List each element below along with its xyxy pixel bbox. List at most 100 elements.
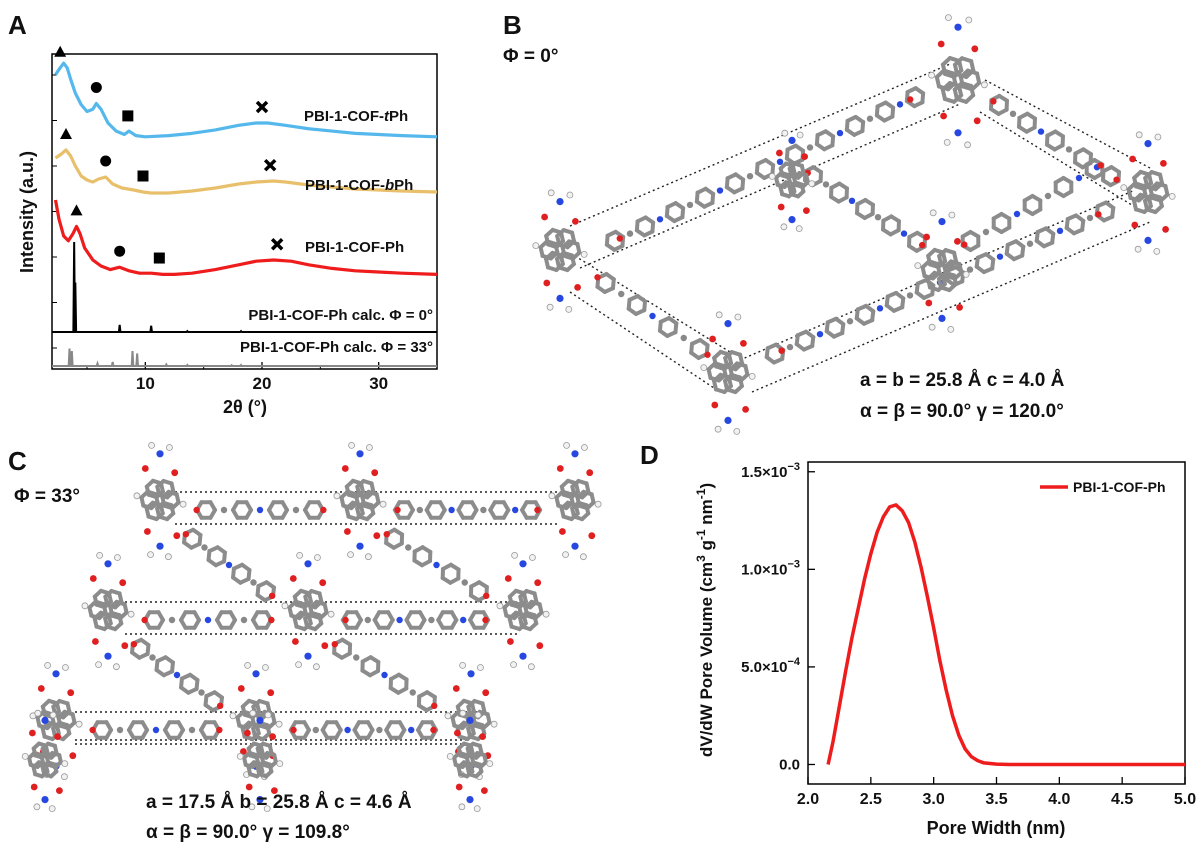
imine-atom [1013, 210, 1021, 218]
hydrogen-atom [312, 663, 320, 671]
bond-stick [194, 678, 200, 691]
bond-stick [957, 262, 964, 275]
bond-stick [584, 503, 591, 516]
hydrogen-atom [714, 425, 722, 433]
panel-d-x-tick-label: 2.0 [797, 791, 819, 808]
oxygen-atom [482, 616, 489, 624]
hydrogen-atom [366, 444, 373, 451]
nitrogen-atom [252, 670, 260, 678]
oxygen-atom [940, 112, 947, 120]
oxygen-atom [776, 149, 783, 157]
bond-stick [169, 503, 176, 516]
hydrogen-atom [148, 441, 156, 449]
panel-b-cell-params-line1: a = b = 25.8 Å c = 4.0 Å [860, 370, 1065, 391]
imine-atom [900, 230, 908, 237]
imine-atom [198, 689, 205, 696]
bond-stick [104, 720, 113, 732]
panel-a-series-line [54, 61, 438, 139]
nitrogen-atom [104, 652, 112, 660]
panel-b-cof-model [532, 14, 1176, 435]
bond-stick [894, 290, 906, 301]
oxygen-atom [740, 340, 747, 347]
imine-atom [173, 671, 181, 679]
oxygen-atom [173, 532, 181, 540]
hydrogen-atom [473, 805, 481, 812]
imine-atom [408, 726, 415, 734]
panel-c-cell-params-line2: α = β = 90.0° γ = 109.8° [146, 822, 350, 843]
panel-d-label: D [640, 440, 659, 470]
oxygen-atom [67, 689, 75, 697]
bond-stick [369, 503, 376, 516]
bond-stick [589, 492, 596, 505]
hydrogen-atom [275, 720, 283, 728]
panel-a-marker-triangle [54, 45, 67, 57]
hydrogen-atom [780, 223, 788, 231]
oxygen-atom [130, 641, 138, 648]
oxygen-atom [971, 45, 979, 53]
bond-stick [386, 610, 395, 622]
hydrogen-atom [446, 753, 454, 760]
imine-atom [1065, 146, 1073, 153]
imine-atom [626, 230, 634, 237]
imine-atom [188, 726, 196, 734]
hydrogen-atom [364, 553, 372, 561]
nitrogen-atom [938, 314, 946, 322]
imine-atom [240, 616, 248, 624]
panel-a-marker-circle [100, 155, 112, 167]
oxygen-atom [803, 207, 810, 215]
oxygen-atom [594, 274, 601, 281]
panel-d-x-tick-label: 5.0 [1174, 791, 1196, 808]
bond-stick [174, 492, 181, 505]
oxygen-atom [171, 469, 179, 477]
hydrogen-atom [748, 372, 756, 380]
imine-atom [866, 115, 874, 122]
panel-c-cof-model [21, 441, 602, 812]
cell-boundary [751, 221, 1151, 393]
bond-stick [951, 273, 958, 287]
bond-stick [703, 186, 716, 196]
panel-a-x-tick-label: 20 [253, 374, 272, 393]
imine-atom [396, 616, 403, 624]
panel-a-series-label: PBI-1-COF-bPh [305, 177, 413, 194]
bond-stick [208, 500, 217, 512]
bond-stick [480, 701, 487, 714]
hydrogen-atom [511, 552, 518, 559]
hydrogen-atom [114, 554, 121, 561]
oxygen-atom [574, 284, 581, 291]
hydrogen-atom [295, 661, 302, 668]
nitrogen-atom [356, 542, 364, 550]
hydrogen-atom [928, 323, 936, 331]
oxygen-atom [588, 532, 596, 540]
panel-d-y-tick-label: 1.5×10−3 [741, 461, 800, 481]
imine-atom [1075, 174, 1083, 182]
oxygen-atom [709, 335, 716, 343]
oxygen-atom [245, 783, 253, 791]
oxygen-atom [482, 689, 490, 697]
panel-a-marker-cross [255, 100, 269, 114]
oxygen-atom [267, 689, 275, 697]
nitrogen-atom [156, 542, 164, 550]
panel-a-series-labels: PBI-1-COF-tPh PBI-1-COF-bPh PBI-1-COF-Ph [304, 108, 413, 256]
oxygen-atom [937, 40, 945, 48]
bond-stick [738, 352, 745, 366]
oxygen-atom [92, 638, 99, 645]
bond-stick [975, 71, 982, 85]
hydrogen-atom [768, 172, 776, 180]
hydrogen-atom [715, 311, 723, 319]
oxygen-atom [961, 241, 968, 248]
hydrogen-atom [781, 129, 789, 137]
panel-d-x-tick-label: 4.5 [1111, 791, 1133, 808]
hydrogen-atom [546, 303, 554, 311]
bond-stick [763, 158, 776, 168]
bond-stick [470, 500, 479, 512]
hydrogen-atom [496, 602, 504, 610]
panel-b-cell-params-line2: α = β = 90.0° γ = 120.0° [860, 401, 1064, 422]
oxygen-atom [586, 469, 594, 477]
nitrogen-atom [1144, 140, 1152, 148]
oxygen-atom [956, 304, 963, 311]
cell-boundary [984, 79, 1151, 169]
oxygen-atom [1160, 160, 1167, 167]
hydrogen-atom [95, 661, 102, 668]
imine-atom [649, 312, 656, 320]
hydrogen-atom [262, 664, 269, 671]
